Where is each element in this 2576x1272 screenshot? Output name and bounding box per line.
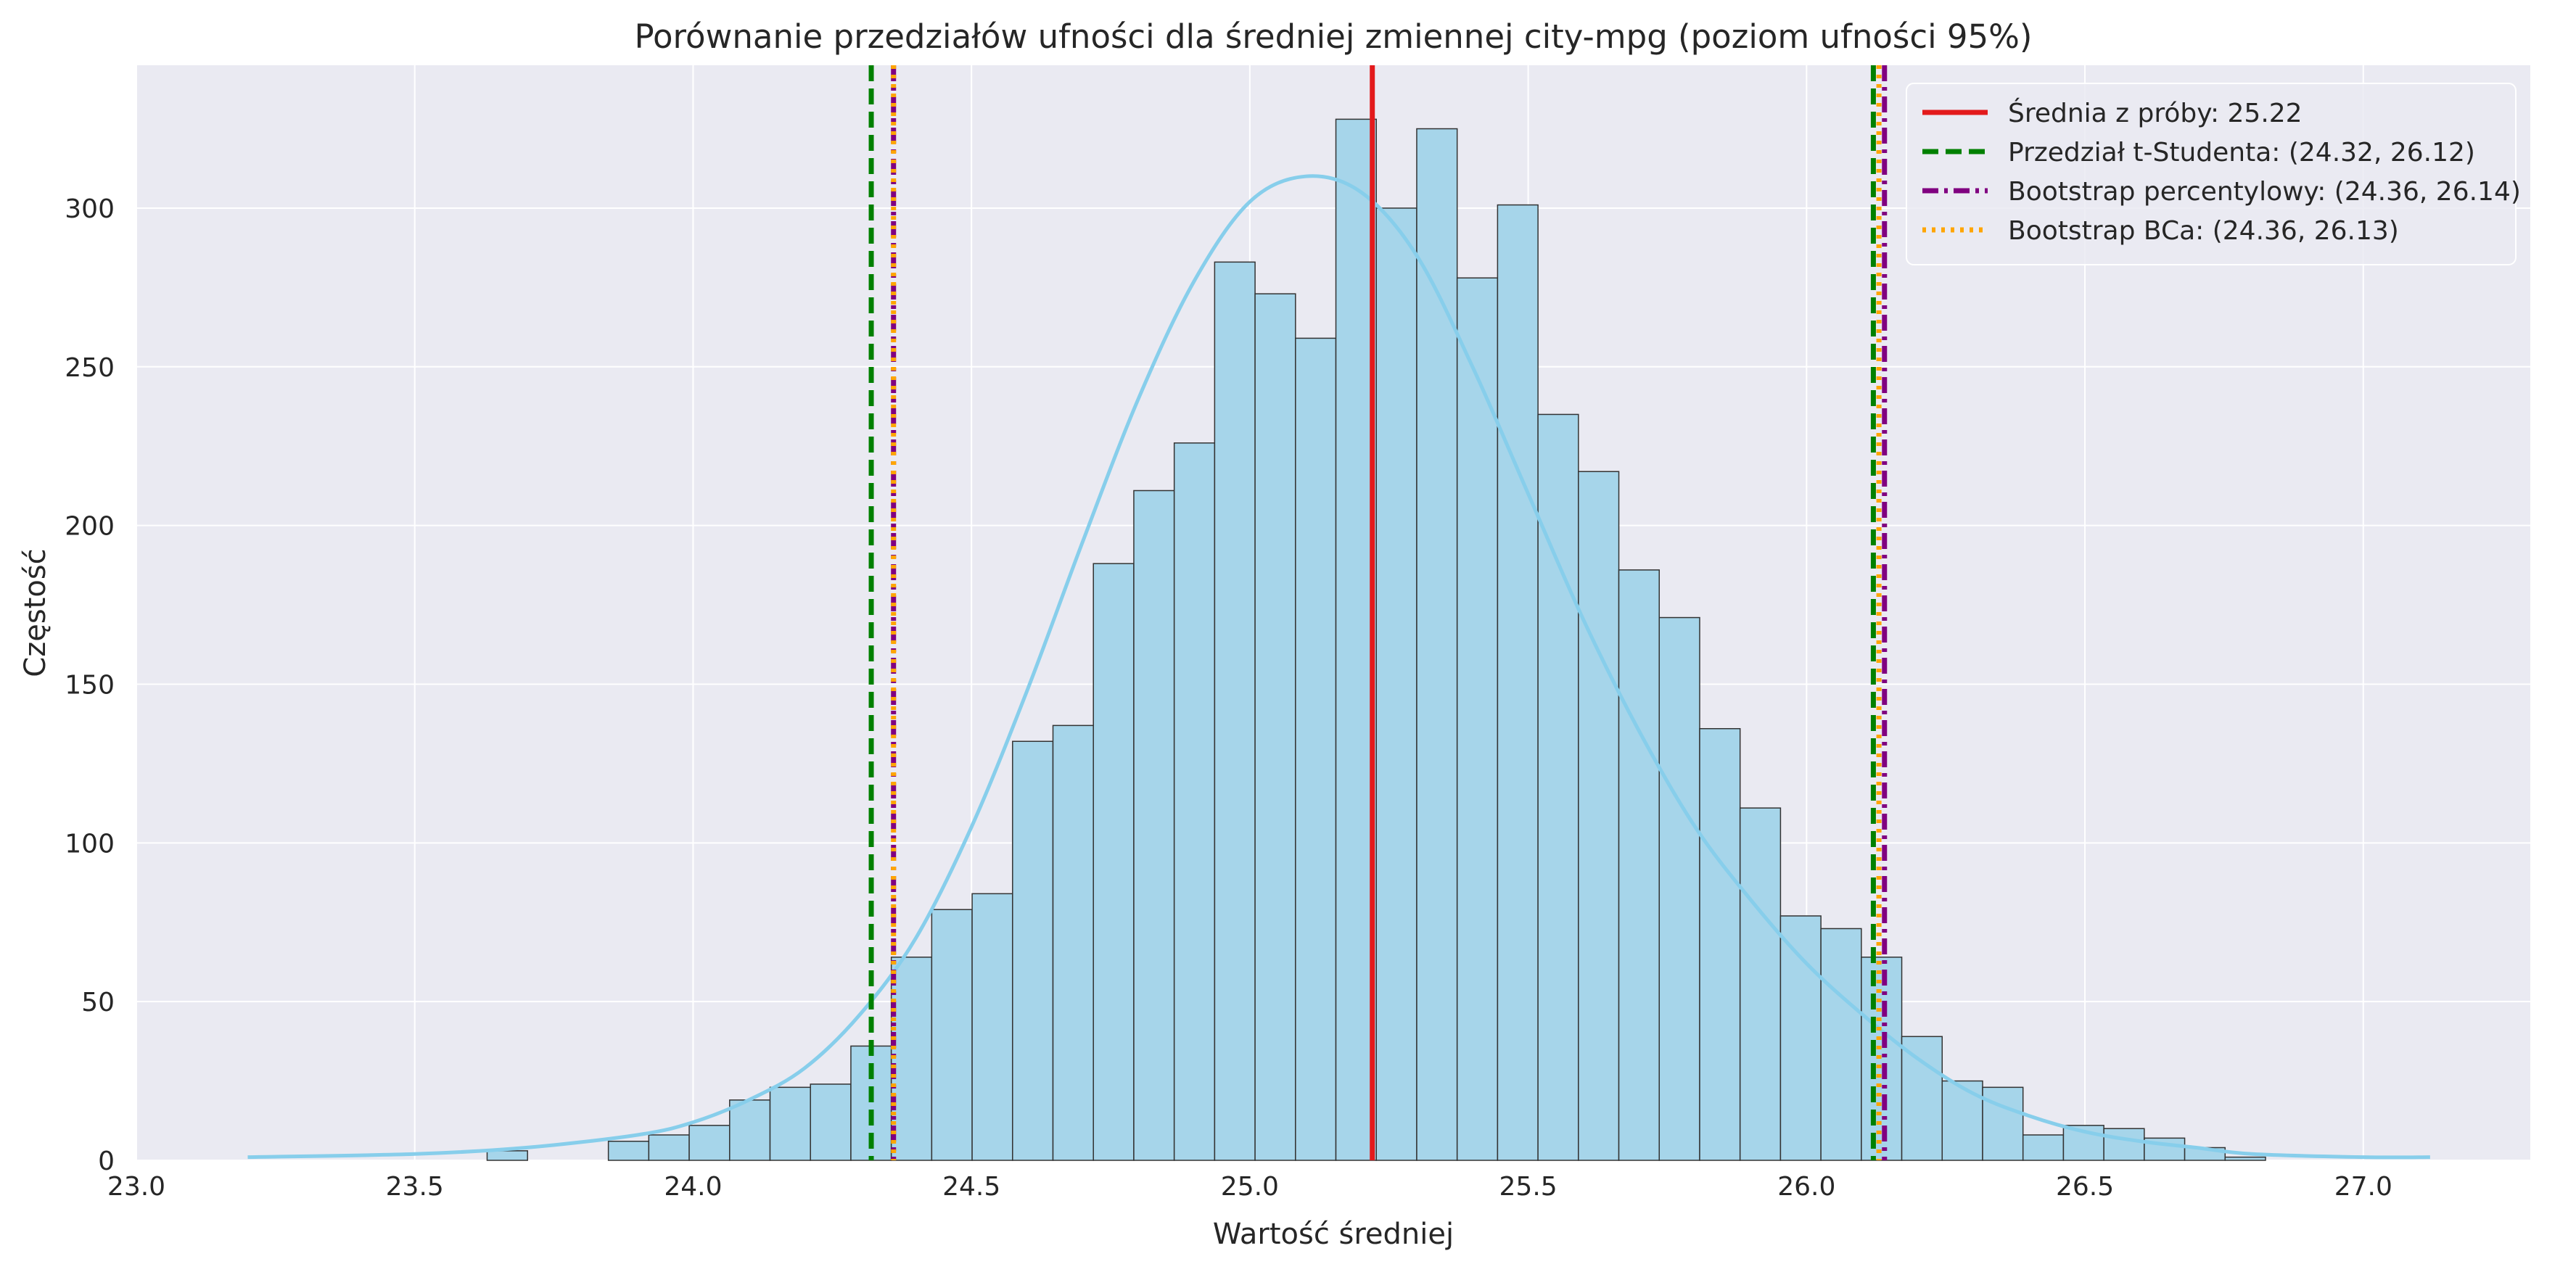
histogram-bar xyxy=(810,1083,852,1161)
histogram-bar xyxy=(1578,471,1620,1161)
legend-entry: Średnia z próby: 25.22 xyxy=(2008,98,2303,128)
x-tick-label: 24.5 xyxy=(942,1172,1000,1202)
histogram-bar xyxy=(1658,616,1700,1161)
legend-entry: Bootstrap percentylowy: (24.36, 26.14) xyxy=(2008,177,2521,207)
histogram-bar xyxy=(1254,293,1296,1161)
y-axis-ticks: 0 50 100 150 200 250 300 xyxy=(65,194,115,1176)
legend-entry: Przedział t-Studenta: (24.32, 26.12) xyxy=(2008,138,2475,168)
histogram-bar xyxy=(931,909,973,1161)
histogram-bar xyxy=(2224,1156,2266,1161)
histogram-bar xyxy=(607,1140,650,1161)
kde-line xyxy=(247,174,2430,1160)
x-tick-label: 25.5 xyxy=(1499,1172,1557,1202)
legend-box xyxy=(1906,83,2517,265)
histogram-bar xyxy=(1537,413,1579,1161)
x-axis-ticks: 23.0 23.5 24.0 24.5 25.0 25.5 26.0 26.5 27.0 xyxy=(107,1172,2392,1202)
histogram-bar xyxy=(1375,207,1417,1161)
histogram-bar xyxy=(1052,724,1094,1161)
x-axis-title: Wartość średniej xyxy=(1213,1218,1454,1251)
y-tick-label: 250 xyxy=(65,353,115,383)
x-tick-label: 26.0 xyxy=(1777,1172,1835,1202)
y-tick-label: 150 xyxy=(65,670,115,700)
x-tick-label: 27.0 xyxy=(2334,1172,2392,1202)
histogram-bars xyxy=(486,118,2266,1161)
histogram-bar xyxy=(769,1086,811,1161)
legend: Średnia z próby: 25.22 Przedział t-Studen… xyxy=(1906,83,2521,265)
histogram-bar xyxy=(1012,740,1054,1161)
x-tick-label: 23.0 xyxy=(107,1172,165,1202)
histogram-bar xyxy=(1335,118,1377,1161)
y-tick-label: 300 xyxy=(65,194,115,224)
y-tick-label: 50 xyxy=(81,988,115,1017)
histogram-bar xyxy=(729,1099,771,1161)
x-tick-label: 25.0 xyxy=(1221,1172,1279,1202)
histogram-bar xyxy=(1739,807,1782,1161)
histogram-bar xyxy=(2022,1134,2065,1161)
histogram-bar xyxy=(1982,1086,2024,1161)
y-tick-label: 200 xyxy=(65,512,115,542)
histogram-bar xyxy=(1699,728,1741,1161)
histogram-bar xyxy=(1416,128,1458,1161)
histogram-bar xyxy=(1295,337,1337,1161)
x-tick-label: 26.5 xyxy=(2056,1172,2114,1202)
chart-title: Porównanie przedziałów ufności dla średn… xyxy=(634,17,2032,56)
legend-entry: Bootstrap BCa: (24.36, 26.13) xyxy=(2008,216,2399,246)
histogram-bar xyxy=(1861,957,1903,1161)
histogram-bar xyxy=(1092,563,1135,1161)
histogram-bar xyxy=(2103,1128,2145,1161)
interval-lines xyxy=(868,65,1888,1160)
histogram-bar xyxy=(1173,442,1216,1161)
histogram-bar xyxy=(971,893,1013,1161)
histogram-bar xyxy=(1820,928,1862,1161)
histogram-bar xyxy=(1901,1036,1943,1161)
histogram-bar xyxy=(1941,1080,1983,1161)
y-tick-label: 0 xyxy=(98,1147,115,1176)
histogram-bar xyxy=(1779,915,1822,1161)
kde-curve xyxy=(247,174,2430,1160)
histogram-bar xyxy=(486,1150,528,1161)
y-tick-label: 100 xyxy=(65,829,115,859)
histogram-bar xyxy=(890,957,933,1161)
histogram-bar xyxy=(648,1134,690,1161)
histogram-bar xyxy=(688,1125,731,1161)
x-tick-label: 24.0 xyxy=(664,1172,722,1202)
y-axis-title: Częstość xyxy=(19,548,52,677)
histogram-bar xyxy=(1214,261,1256,1161)
histogram-bar xyxy=(1618,569,1661,1161)
histogram-bar xyxy=(1497,204,1539,1161)
histogram-bar xyxy=(1133,490,1175,1161)
x-tick-label: 23.5 xyxy=(386,1172,444,1202)
